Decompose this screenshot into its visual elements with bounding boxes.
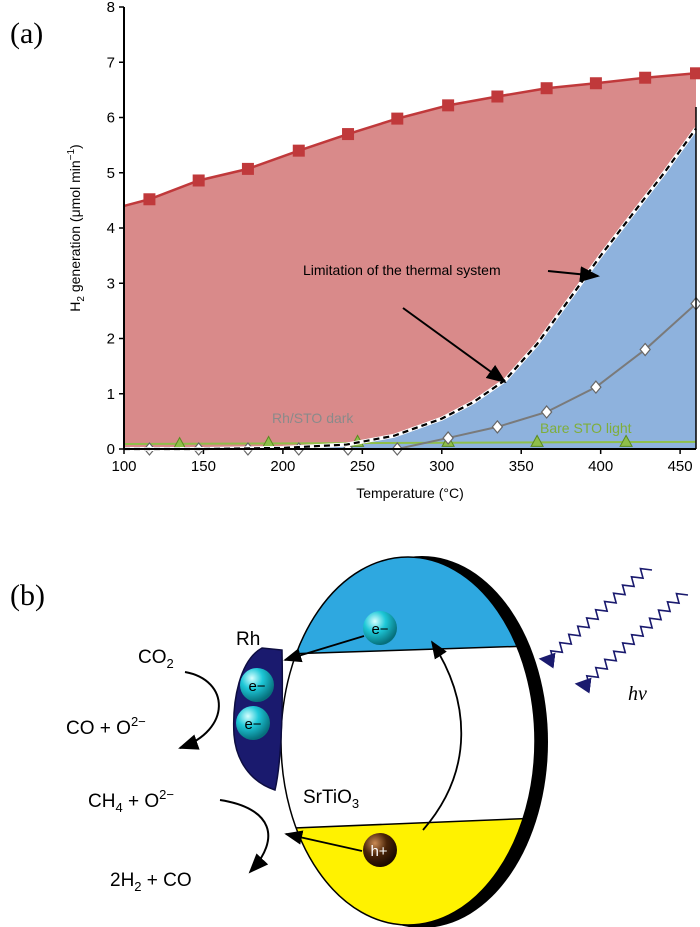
blue-area-fill <box>124 128 696 450</box>
x-tick-label: 300 <box>429 458 454 475</box>
hole-transfer-arrow <box>284 830 363 852</box>
y-tick-label: 0 <box>107 441 115 458</box>
srtio3-label: SrTiO3 <box>303 787 359 811</box>
svg-text:e−: e− <box>371 621 388 638</box>
x-tick-label: 200 <box>270 458 295 475</box>
rh-sto-dark-diamond-point <box>590 380 602 395</box>
y-axis-title: H2 generation (μmol min−1) <box>66 144 87 311</box>
x-tick-label: 100 <box>111 458 136 475</box>
red-square-point <box>589 77 602 90</box>
rh-sto-dark-diamond-point <box>540 405 553 419</box>
valence-band-edge <box>281 817 535 830</box>
red-square-point <box>491 90 504 103</box>
red-square-point <box>690 67 700 80</box>
electron-cb: e− <box>363 611 397 645</box>
y-tick-label: 8 <box>107 0 115 16</box>
axes-layer: 100 150 200 250 300 350 400 450 0 1 2 3 4 5 6 7 8 <box>107 0 697 475</box>
panel-a-label: (a) <box>10 17 43 50</box>
svg-text:e−: e− <box>248 678 265 695</box>
svg-text:h+: h+ <box>370 843 387 860</box>
red-area-fill <box>124 73 696 450</box>
annotation-arrow-right <box>547 266 600 283</box>
x-tick-label: 450 <box>668 458 693 475</box>
y-tick-label: 3 <box>107 275 115 292</box>
electron-rh-2: e− <box>236 706 270 740</box>
y-tick-label: 4 <box>107 220 115 237</box>
legend-label-bare-sto-light: Bare STO light <box>540 420 632 436</box>
red-square-point <box>143 193 156 206</box>
x-tick-label: 400 <box>588 458 613 475</box>
annotation-thermal-limit: Limitation of the thermal system <box>303 262 501 278</box>
y-tick-label: 7 <box>107 54 115 71</box>
thermal-limit-halo <box>124 127 698 451</box>
svg-text:e−: e− <box>244 716 261 733</box>
series-layer <box>123 67 700 456</box>
rh-label: Rh <box>236 629 260 650</box>
electron-rh-1: e− <box>240 668 274 702</box>
y-tick-label: 1 <box>107 386 115 403</box>
red-square-point <box>639 71 652 84</box>
ch4-o2-label: CH4 + O2− <box>88 787 174 815</box>
y-tick-label: 2 <box>107 331 115 348</box>
red-square-point <box>292 144 305 157</box>
h2-co-label: 2H2 + CO <box>110 870 192 894</box>
bare-sto-light-triangle-point <box>619 434 633 447</box>
chart-area: 100 150 200 250 300 350 400 450 0 1 2 3 4 5 6 7 8 <box>107 0 700 475</box>
bare-sto-light-triangle-point <box>530 434 544 447</box>
y-tick-label: 5 <box>107 165 115 182</box>
legend-label-rh-sto-dark: Rh/STO dark <box>272 410 354 426</box>
ch4-oxidation-arrow <box>219 799 270 874</box>
red-square-point <box>540 82 553 95</box>
electron-transfer-arrow <box>283 635 365 663</box>
annotation-arrow-down <box>402 307 507 384</box>
red-square-point <box>342 128 355 141</box>
co-o2-label: CO + O2− <box>66 714 146 739</box>
light-wave-2 <box>574 592 689 694</box>
hv-label: hν <box>628 683 647 705</box>
x-tick-label: 350 <box>509 458 534 475</box>
red-square-point <box>192 174 205 187</box>
x-tick-label: 150 <box>191 458 216 475</box>
y-tick-label: 6 <box>107 110 115 127</box>
rh-sto-dark-diamond-point <box>639 342 651 357</box>
hole-vb: h+ <box>363 833 397 867</box>
x-tick-label: 250 <box>350 458 375 475</box>
conduction-band-edge <box>284 644 535 655</box>
co2-label: CO2 <box>138 647 174 671</box>
red-square-point <box>442 99 455 112</box>
red-square-point <box>241 162 254 175</box>
panel-b-label: (b) <box>10 579 45 612</box>
excitation-arrow <box>422 640 463 831</box>
series-bare-sto-light-line <box>123 440 697 446</box>
x-axis-title: Temperature (°C) <box>356 485 464 501</box>
red-square-point <box>391 112 404 125</box>
rh-sto-dark-diamond-point <box>442 431 454 445</box>
light-wave-1 <box>538 567 653 669</box>
srtio3-particle <box>280 556 548 927</box>
co2-reduction-arrow <box>178 671 220 750</box>
rh-sto-dark-diamond-point <box>491 419 504 434</box>
